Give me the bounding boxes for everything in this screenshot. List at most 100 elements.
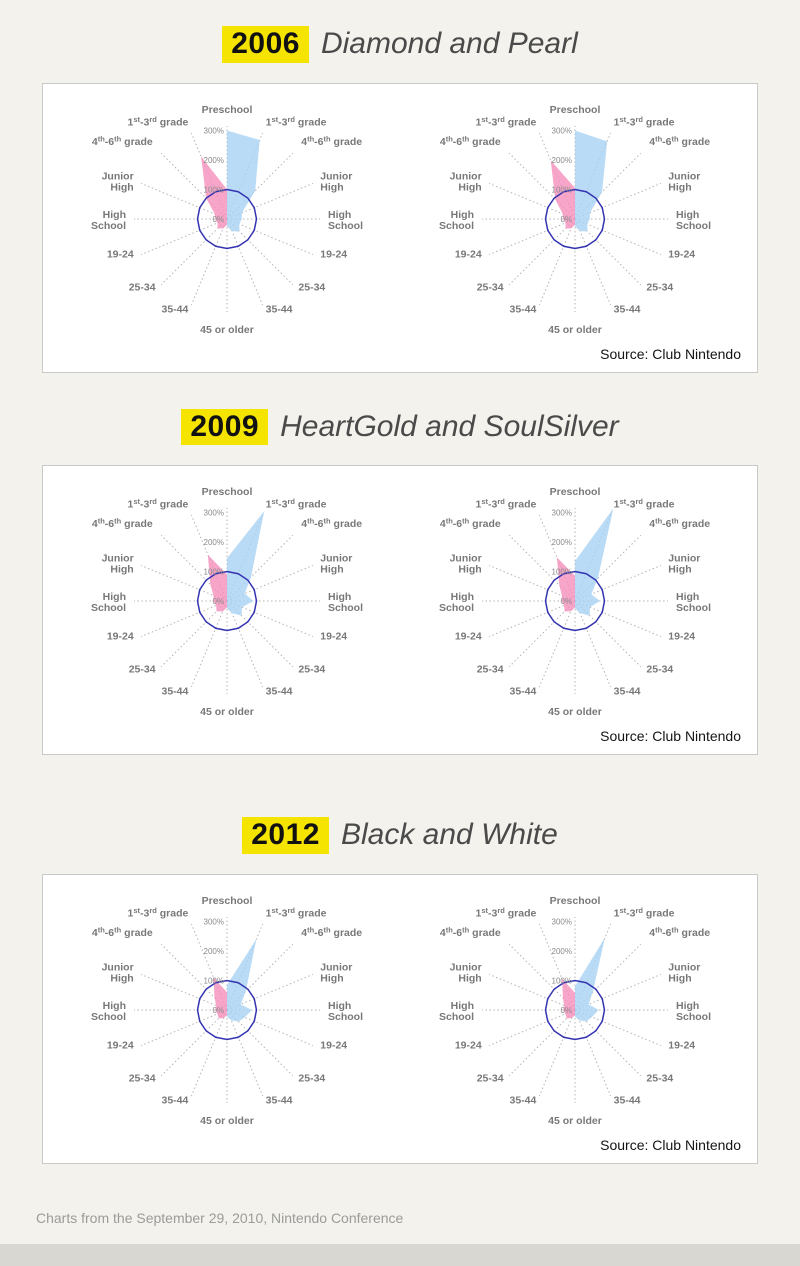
category-label: Junior High — [450, 170, 482, 193]
category-label: 35-44 — [509, 1094, 536, 1106]
spoke-line — [226, 600, 294, 668]
reference-ring — [196, 570, 258, 632]
spoke-line — [508, 1009, 576, 1076]
category-label: 35-44 — [509, 303, 536, 315]
category-label: 19-24 — [320, 1039, 347, 1051]
category-label: 4th-6th grade — [440, 134, 501, 148]
category-label: 25-34 — [129, 663, 156, 675]
category-label: 45 or older — [548, 706, 602, 718]
category-label: 25-34 — [129, 1072, 156, 1084]
spoke-line — [226, 943, 294, 1010]
category-label: 1st-3rd grade — [614, 115, 675, 129]
male-area — [227, 130, 260, 232]
category-label: Junior High — [320, 170, 352, 193]
category-label: 35-44 — [161, 303, 188, 315]
radial-tick-label: 300% — [204, 126, 224, 135]
radial-tick-label: 0% — [560, 215, 572, 224]
category-label: 4th-6th grade — [92, 516, 153, 530]
radar-svg: 300% 200% 100% 0% Preschool 1st-3rd grade 4th-… — [91, 104, 363, 336]
category-label: High School — [676, 209, 711, 232]
radial-tick-label: 300% — [552, 509, 572, 518]
category-label: Preschool — [202, 486, 253, 498]
male-area — [575, 508, 614, 616]
radar-chart-right: 300% 200% 100% 0% Preschool 1st-3rd grade 4th-… — [401, 883, 749, 1135]
category-label: 19-24 — [455, 631, 482, 643]
chart-panel: 300% 200% 100% 0% Preschool 1st-3rd grade 4th-… — [42, 82, 758, 373]
radar-svg: 300% 200% 100% 0% Preschool 1st-3rd grade 4th-… — [439, 486, 711, 718]
year-badge: 2012 — [242, 817, 329, 854]
source-credit: Source: Club Nintendo — [600, 728, 741, 744]
radial-tick-label: 100% — [204, 185, 224, 194]
category-label: 45 or older — [200, 1115, 254, 1127]
spoke-line — [538, 132, 576, 219]
section-title: Black and White — [340, 818, 558, 851]
footer-caption: Charts from the September 29, 2010, Nint… — [36, 1209, 404, 1226]
spoke-line — [538, 600, 576, 688]
radial-tick-label: 100% — [204, 976, 224, 985]
category-label: High School — [328, 209, 363, 232]
radial-tick-label: 300% — [552, 917, 572, 926]
spoke-line — [574, 1009, 662, 1046]
spoke-line — [226, 218, 264, 305]
category-label: Junior High — [450, 961, 482, 984]
category-label: 1st-3rd grade — [475, 497, 536, 511]
category-label: 1st-3rd grade — [475, 115, 536, 129]
year-badge: 2006 — [222, 26, 309, 63]
spoke-line — [160, 1009, 228, 1076]
reference-ring — [196, 979, 258, 1040]
category-label: 19-24 — [668, 631, 695, 643]
spoke-line — [140, 600, 228, 638]
chart-panel: 300% 200% 100% 0% Preschool 1st-3rd grade 4th-… — [42, 873, 758, 1164]
spoke-line — [574, 152, 642, 219]
spoke-line — [226, 973, 314, 1010]
section-2006: 2006 Diamond and Pearl 300% 200% 100% 0% Pre… — [0, 0, 800, 373]
category-label: 1st-3rd grade — [127, 115, 188, 129]
male-area — [575, 937, 605, 1021]
category-label: 4th-6th grade — [649, 925, 710, 939]
female-area — [207, 554, 227, 612]
category-label: 4th-6th grade — [649, 134, 710, 148]
spoke-line — [538, 218, 576, 305]
category-label: Junior High — [320, 552, 352, 575]
radial-tick-label: 200% — [552, 156, 572, 165]
male-area — [227, 938, 257, 1021]
radial-tick-label: 200% — [552, 947, 572, 956]
category-label: 4th-6th grade — [301, 516, 362, 530]
female-area — [562, 978, 575, 1018]
category-label: 25-34 — [646, 1072, 673, 1084]
category-label: 4th-6th grade — [301, 134, 362, 148]
category-label: 1st-3rd grade — [266, 115, 327, 129]
charts-row: 300% 200% 100% 0% Preschool 1st-3rd grade 4th-… — [53, 883, 747, 1135]
category-label: 1st-3rd grade — [127, 906, 188, 920]
radar-chart-right: 300% 200% 100% 0% Preschool 1st-3rd grade 4th-… — [401, 92, 749, 344]
category-label: High School — [328, 1000, 363, 1023]
category-label: 1st-3rd grade — [127, 497, 188, 511]
radial-tick-label: 0% — [560, 1006, 572, 1015]
category-label: 4th-6th grade — [440, 516, 501, 530]
radar-chart-left: 300% 200% 100% 0% Preschool 1st-3rd grade 4th-… — [53, 474, 401, 726]
category-label: 25-34 — [646, 663, 673, 675]
reference-ring — [544, 188, 606, 249]
radial-tick-label: 100% — [552, 976, 572, 985]
category-label: 45 or older — [200, 324, 254, 336]
male-area — [575, 130, 608, 232]
section-2012: 2012 Black and White 300% 200% 100% 0% Presc… — [0, 755, 800, 1164]
category-label: High School — [439, 591, 474, 614]
radial-tick-label: 0% — [212, 1006, 224, 1015]
charts-row: 300% 200% 100% 0% Preschool 1st-3rd grade 4th-… — [53, 474, 747, 726]
category-label: Junior High — [450, 552, 482, 575]
spoke-line — [538, 514, 576, 602]
radar-svg: 300% 200% 100% 0% Preschool 1st-3rd grade 4th-… — [439, 895, 711, 1127]
reference-ring — [196, 188, 258, 249]
category-label: 19-24 — [668, 1039, 695, 1051]
radial-tick-label: 200% — [204, 538, 224, 547]
spoke-line — [190, 218, 228, 305]
spoke-line — [574, 600, 612, 688]
category-label: 35-44 — [509, 685, 536, 697]
radial-tick-label: 100% — [552, 185, 572, 194]
spoke-line — [574, 600, 662, 638]
spoke-line — [226, 218, 294, 285]
category-label: Preschool — [550, 486, 601, 498]
category-label: 25-34 — [646, 281, 673, 293]
category-label: Preschool — [550, 895, 601, 907]
